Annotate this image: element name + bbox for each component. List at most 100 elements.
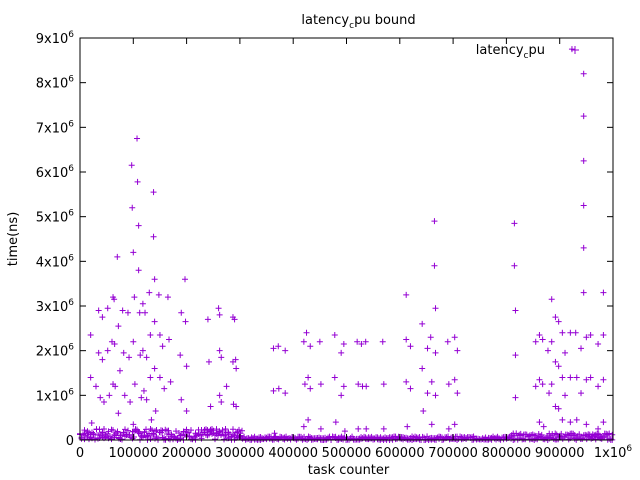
data-point [270,387,277,394]
data-point [282,390,289,397]
data-point [354,338,361,345]
data-point [580,113,587,120]
data-point [162,426,169,433]
data-point [114,253,121,260]
data-point [128,162,135,169]
data-point [595,340,602,347]
data-point [204,316,211,323]
data-point [138,394,145,401]
data-point [155,291,162,298]
legend-label: latencycpu [476,43,545,61]
data-point [428,378,435,385]
data-point [129,204,136,211]
data-point [177,352,184,359]
data-point [92,383,99,390]
chart-title-tail: pu bound [354,13,416,28]
data-point [341,428,348,435]
data-point [233,365,240,372]
y-axis-title: time(ns) [6,212,21,267]
data-point [532,383,539,390]
data-point [580,70,587,77]
data-point [156,374,163,381]
data-point [151,365,158,372]
data-point [404,423,411,430]
data-point [216,392,223,399]
data-point [218,399,225,406]
data-point [231,316,238,323]
data-point [167,378,174,385]
x-tick-label: 300000 [215,446,265,461]
data-point [115,410,122,417]
data-point [552,403,559,410]
data-point [275,385,282,392]
data-point [445,425,452,432]
data-point [555,405,562,412]
data-point [578,345,585,352]
legend-plus-marker [571,46,579,54]
data-point [379,338,386,345]
data-point [95,349,102,356]
data-point [355,381,362,388]
data-point [131,381,138,388]
data-point [511,262,518,269]
data-point [419,320,426,327]
data-point [232,356,239,363]
data-point [178,396,185,403]
data-point [99,314,106,321]
data-point [445,381,452,388]
y-tick-label: 3x106 [36,298,75,315]
data-point [363,425,370,432]
data-point [111,296,118,303]
data-point [338,349,345,356]
data-point [317,381,324,388]
data-point [317,425,324,432]
x-tick-label: 900000 [535,446,585,461]
data-point [539,336,546,343]
data-point [548,381,555,388]
data-point [139,300,146,307]
data-point [116,367,123,374]
data-point [301,381,308,388]
data-point [104,305,111,312]
data-point [552,314,559,321]
y-tick-label: 9x106 [36,30,75,47]
data-point [427,334,434,341]
data-point [583,376,590,383]
data-point [87,332,94,339]
data-point [332,419,339,426]
data-point [512,352,519,359]
data-point [432,392,439,399]
data-point [104,347,111,354]
data-point [137,352,144,359]
data-point [573,374,580,381]
data-point [143,396,150,403]
x-tick-label: 400000 [268,446,318,461]
data-point [567,374,574,381]
data-point [119,307,126,314]
data-point [182,276,189,283]
y-tick-label: 7x106 [36,119,75,136]
legend-label-tail: pu [529,43,546,58]
data-point [134,178,141,185]
series-points [87,46,607,437]
data-point [305,416,312,423]
data-point [580,157,587,164]
x-tick-label: 500000 [322,446,372,461]
data-points [77,46,616,443]
data-point [562,349,569,356]
data-point [147,332,154,339]
data-point [419,365,426,372]
data-point [270,345,277,352]
data-point [583,421,590,428]
x-axis-title: task counter [308,463,390,478]
data-point [573,416,580,423]
data-point [512,394,519,401]
data-point [218,354,225,361]
data-point [555,318,562,325]
data-point [580,202,587,209]
data-point [115,323,122,330]
data-point [223,383,230,390]
data-point [331,374,338,381]
data-point [140,387,147,394]
data-point [87,374,94,381]
